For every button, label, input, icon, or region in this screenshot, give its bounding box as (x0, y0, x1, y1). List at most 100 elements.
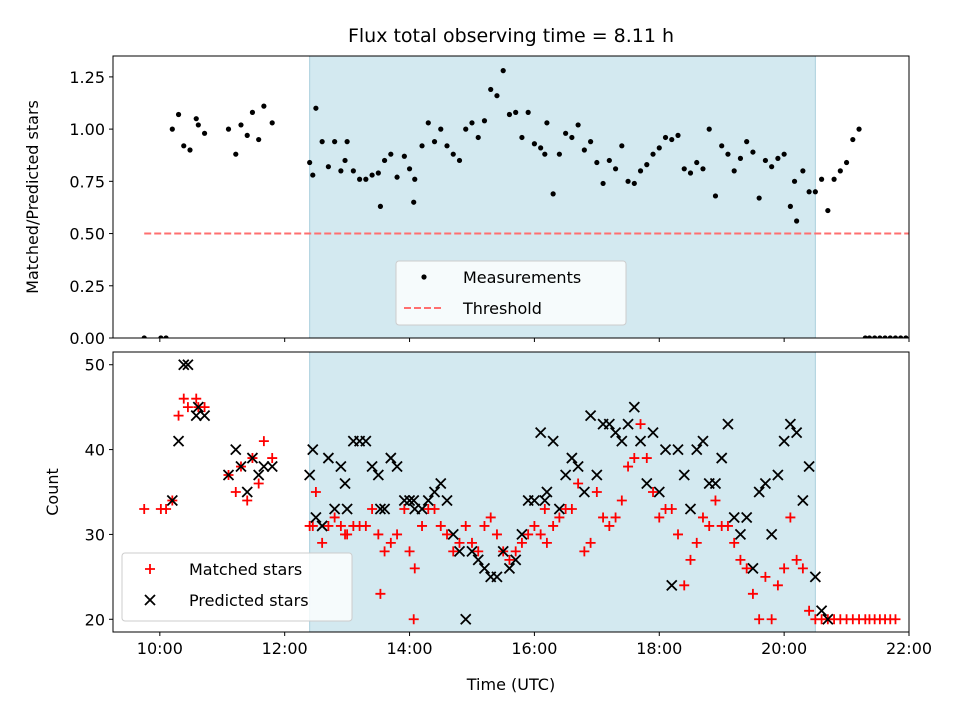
matched-stars-point (485, 512, 496, 523)
predicted-stars-point (230, 443, 242, 456)
measurements-point (163, 335, 169, 338)
matched-stars-point (635, 419, 646, 430)
predicted-stars-point (416, 503, 428, 515)
measurements-point (877, 335, 883, 338)
predicted-stars-legend-marker (144, 594, 156, 606)
measurements-point (195, 122, 201, 128)
measurements-point (350, 168, 356, 174)
measurements-point (787, 203, 793, 209)
x-tick-label: 18:00 (636, 639, 682, 658)
predicted-stars-point (316, 520, 328, 532)
measurements-point (488, 86, 494, 93)
matched-stars-point (379, 546, 390, 557)
measurements-point (375, 170, 381, 176)
predicted-stars-point (478, 562, 491, 575)
predicted-stars-point (341, 503, 353, 515)
measurements-point (675, 132, 681, 138)
measurements-point (550, 191, 556, 197)
predicted-stars-point (572, 460, 584, 473)
matched-stars-point (454, 537, 465, 548)
legend-label: Matched stars (189, 560, 302, 579)
measurements-point (233, 151, 239, 157)
measurements-point (892, 335, 899, 338)
measurements-point (225, 126, 232, 132)
measurements-point (450, 151, 456, 157)
predicted-stars-point (441, 494, 453, 507)
measurements-point (494, 93, 500, 99)
predicted-stars-point (684, 503, 697, 515)
measurements-point (737, 155, 744, 161)
measurements-point (169, 126, 175, 132)
matched-stars-point (610, 512, 621, 523)
matched-stars-point (161, 503, 172, 514)
y-tick-label: 0.50 (69, 225, 105, 244)
predicted-stars-point (328, 503, 341, 515)
star-count-panel: 10:00 12:00 14:00 16:00 18:00 20:00 22:00 20 30 4… (43, 351, 932, 694)
measurements-point (261, 103, 267, 109)
predicted-stars-point (190, 409, 202, 422)
measurements-point (919, 335, 924, 340)
y-tick-label: 0.75 (69, 172, 105, 191)
y-axis-label: Matched/Predicted stars (23, 100, 42, 294)
predicted-stars-point (753, 486, 765, 498)
predicted-stars-point (360, 435, 372, 447)
predicted-stars-point (741, 511, 753, 524)
measurements-point (556, 151, 562, 157)
predicted-stars-point (403, 494, 416, 507)
predicted-stars-point (374, 503, 387, 515)
measurements-point (794, 218, 800, 224)
predicted-stars-point (659, 443, 672, 456)
predicted-stars-point (784, 418, 797, 430)
measurements-legend-marker (421, 274, 427, 280)
measurements-point (381, 157, 388, 164)
matched-stars-point (722, 520, 733, 531)
matched-stars-point (242, 495, 253, 506)
predicted-stars-point (603, 418, 615, 430)
predicted-stars-point (366, 460, 378, 473)
measurements-point (563, 130, 569, 136)
measurements-point (244, 132, 250, 138)
matched-stars-point (735, 554, 746, 565)
measurements-point (158, 335, 164, 338)
predicted-stars-point (253, 469, 265, 481)
measurements-point (500, 68, 506, 74)
matched-stars-point (310, 487, 321, 497)
measurements-point (581, 147, 587, 153)
measurements-point (694, 159, 700, 166)
legend-box (121, 552, 353, 622)
measurements-point (419, 143, 425, 149)
measurements-point (644, 162, 650, 168)
measurements-point (456, 157, 463, 164)
y-tick-label: 0.00 (69, 329, 105, 348)
predicted-stars-point (559, 469, 572, 481)
measurements-point (825, 207, 831, 214)
x-tick-label: 14:00 (386, 639, 432, 658)
predicted-stars-point (246, 452, 259, 464)
matched-stars-point (178, 393, 189, 404)
predicted-stars-point (497, 545, 509, 558)
predicted-stars-point (653, 486, 665, 498)
predicted-stars-point (622, 418, 634, 430)
measurements-point (850, 136, 856, 143)
predicted-stars-point (815, 605, 828, 617)
matched-stars-point (785, 512, 796, 523)
matched-stars-point (409, 563, 420, 574)
measurements-point (800, 168, 806, 174)
measurements-point (866, 335, 873, 338)
measurements-point (856, 126, 862, 132)
matched-stars-point (591, 487, 602, 497)
matched-stars-point (466, 537, 477, 548)
flux-ratio-panel: 0.00 0.25 0.50 0.75 1.00 1.25 Matched/Predicte… (23, 25, 924, 348)
matched-stars-point (741, 563, 752, 574)
legend-label: Measurements (463, 268, 581, 287)
measurements-point (791, 178, 798, 184)
measurements-point (538, 145, 544, 151)
measurements-point (519, 134, 525, 141)
predicted-stars-point (491, 571, 503, 583)
plot-area (139, 359, 901, 625)
matched-stars-point (654, 512, 665, 523)
measurements-point (898, 335, 904, 338)
predicted-stars-point (747, 562, 759, 575)
measurements-point (687, 170, 694, 176)
measurements-point (625, 178, 631, 184)
